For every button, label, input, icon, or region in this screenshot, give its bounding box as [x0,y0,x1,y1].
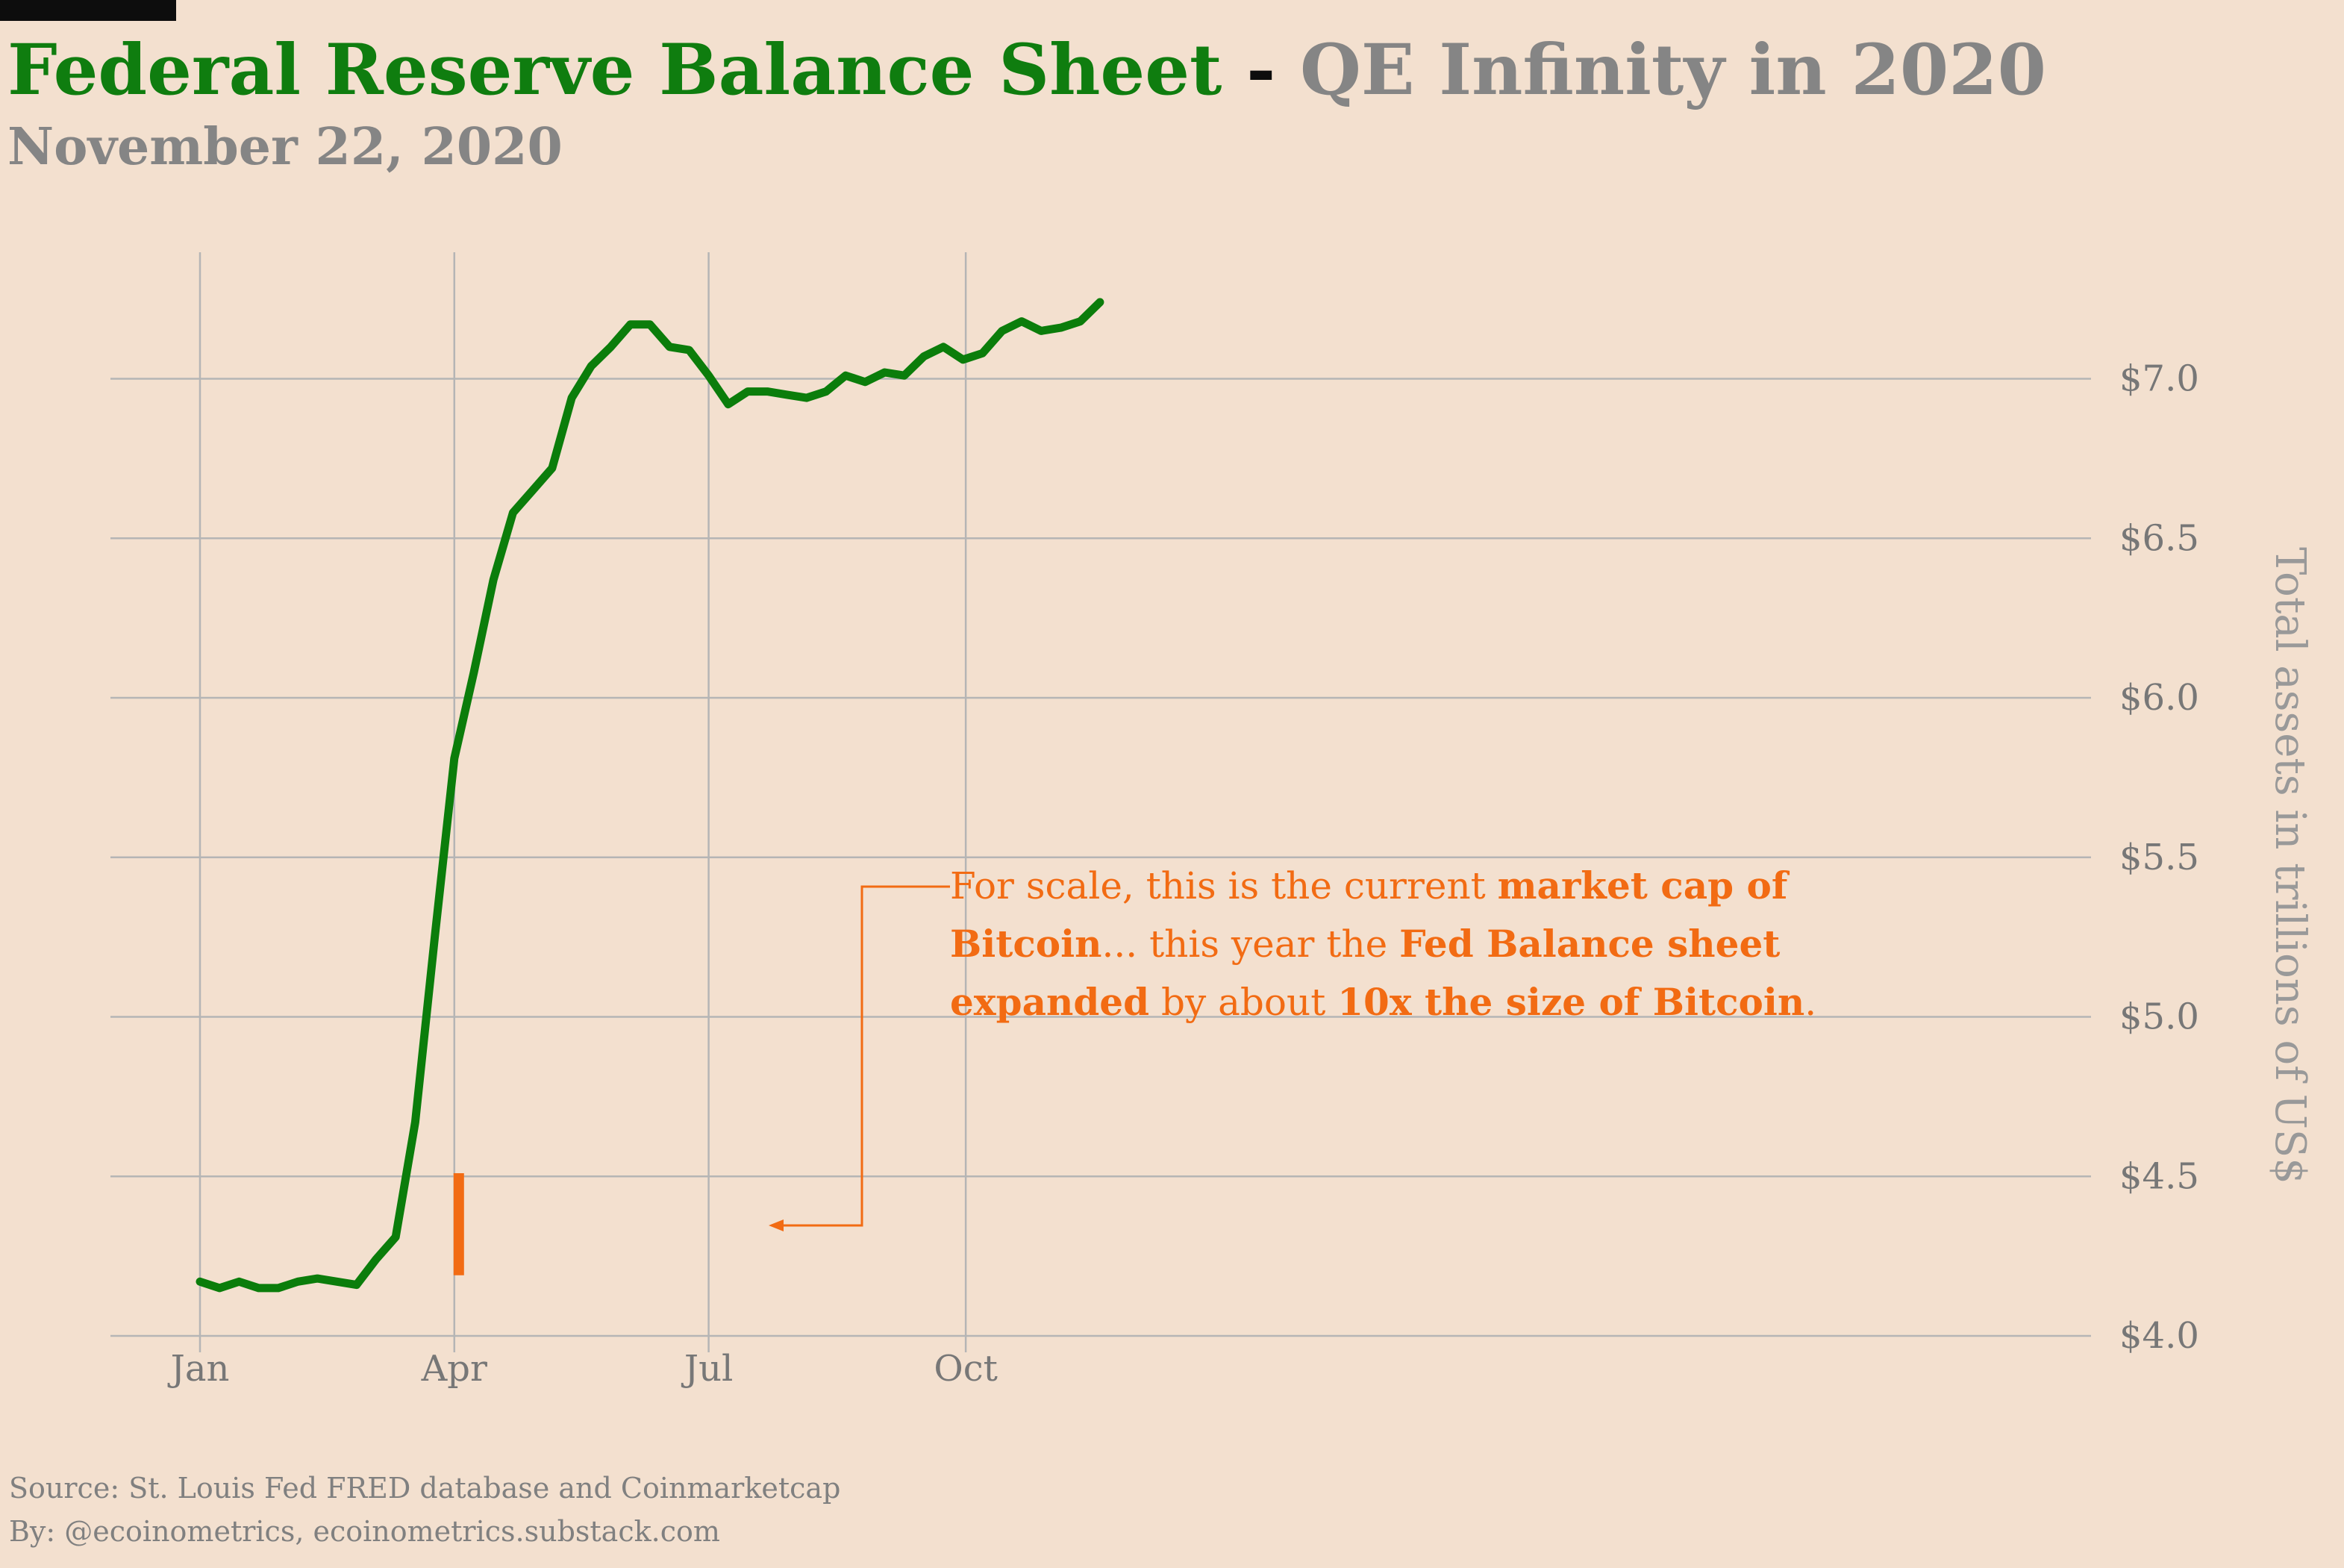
byline: By: @ecoinometrics, ecoinometrics.substa… [9,1515,720,1548]
y-axis-label: Total assets in trillions of US$ [2266,547,2314,1184]
annotation-arrowhead [769,1219,784,1231]
fed-balance-sheet-line [196,298,1104,1293]
y-tick-label: $5.5 [2119,837,2199,878]
title-main: Federal Reserve Balance Sheet [7,29,1222,111]
title-separator: - [1246,29,1276,111]
title-secondary: QE Infinity in 2020 [1299,29,2047,111]
chart-subtitle-date: November 22, 2020 [7,117,563,177]
annotation-text-4: . [1804,981,1817,1024]
annotation-bold-fed-balance: Fed Balance sheet expanded [950,922,1781,1024]
annotation-bold-10x: 10x the size of Bitcoin [1337,980,1805,1024]
x-tick-label: Jul [681,1348,734,1390]
annotation-bold-market-cap: market cap of Bitcoin [950,863,1788,966]
y-tick-label: $4.0 [2119,1315,2199,1357]
chart-title: Federal Reserve Balance Sheet - QE Infin… [7,30,2046,110]
y-tick-label: $5.0 [2119,996,2199,1038]
annotation-text-1: For scale, this is the current [950,864,1498,908]
bitcoin-annotation: For scale, this is the current market ca… [950,857,1883,1031]
top-left-decor-bar [0,0,176,21]
series-layer [196,298,1104,1293]
annotation-text-2: ... this year the [1101,922,1400,966]
x-tick-label: Apr [421,1348,487,1390]
x-tick-label: Jan [167,1348,230,1390]
y-tick-label: $4.5 [2119,1155,2199,1197]
annotation-leader-line [776,885,950,1227]
y-tick-label: $6.0 [2119,677,2199,719]
source-note: Source: St. Louis Fed FRED database and … [9,1472,841,1505]
y-tick-label: $6.5 [2119,517,2199,559]
y-tick-label: $7.0 [2119,358,2199,400]
axis-labels: Total assets in trillions of US$ $4.0 $4.… [167,358,2314,1390]
annotation-text-3: by about [1149,981,1338,1024]
x-tick-label: Oct [934,1348,998,1390]
grid [110,252,2091,1352]
annotation-layer [769,885,950,1231]
